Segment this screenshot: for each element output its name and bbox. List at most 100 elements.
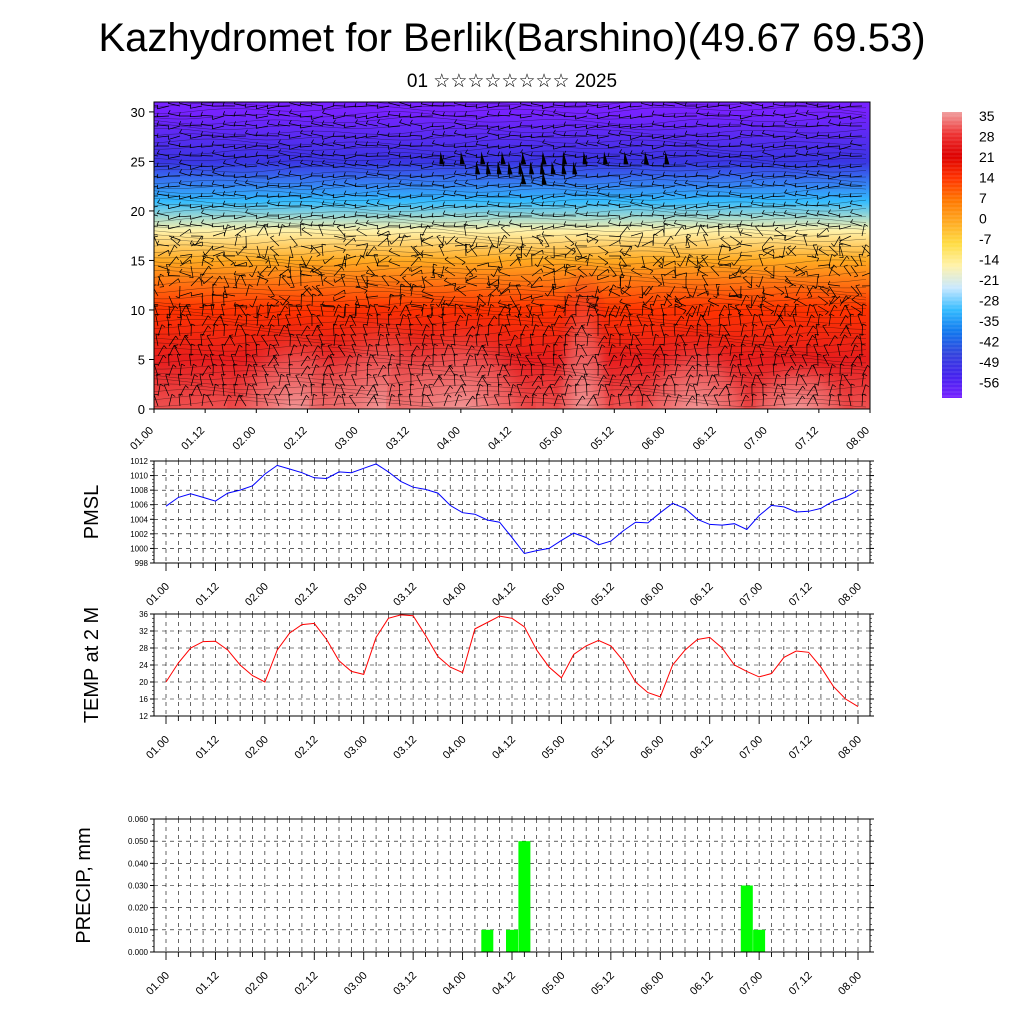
wind-barb <box>355 222 368 227</box>
wind-barb-feather <box>839 383 844 386</box>
wind-barb <box>234 234 238 247</box>
wind-barb-feather <box>469 275 474 278</box>
wind-barb <box>498 364 504 377</box>
wind-barb <box>542 125 555 130</box>
wind-barb-feather <box>265 280 269 284</box>
panel-frame <box>153 613 871 717</box>
wind-barb <box>586 301 599 307</box>
wind-barb-feather <box>653 233 658 236</box>
wind-barb-feather <box>442 190 446 195</box>
wind-barb-feather <box>714 385 718 390</box>
wind-barb-feather <box>454 129 457 134</box>
wind-barb <box>553 285 566 290</box>
wind-barb-feather <box>734 354 738 358</box>
wind-barb <box>563 115 577 118</box>
chart-title: Kazhydromet for Berlik(Barshino)(49.67 6… <box>98 16 926 60</box>
wind-barb <box>453 334 456 347</box>
y-tick-label: 30 <box>131 105 145 120</box>
wind-barb-feather <box>849 173 852 178</box>
wind-barb <box>156 124 170 127</box>
wind-barb <box>815 324 819 337</box>
wind-barb-feather <box>388 258 392 262</box>
wind-barb <box>410 122 423 127</box>
wind-barb <box>740 175 753 180</box>
wind-barb-feather <box>189 353 194 356</box>
wind-barb <box>674 214 687 217</box>
wind-barb-feather <box>244 120 248 125</box>
wind-barb <box>179 183 192 187</box>
wind-barb <box>773 103 786 107</box>
wind-barb-feather <box>664 333 669 336</box>
wind-barb-feather <box>200 192 203 197</box>
wind-barb-feather <box>332 180 336 185</box>
wind-barb-feather <box>684 102 687 107</box>
wind-barb-feather <box>497 267 501 271</box>
wind-barb-feather <box>721 244 726 247</box>
wind-barb-feather <box>856 335 861 340</box>
wind-barb <box>487 304 492 317</box>
wind-barb-feather <box>838 213 841 218</box>
wind-barb <box>377 105 390 109</box>
wind-barb <box>377 185 390 190</box>
y-tick-label: 12 <box>139 712 148 721</box>
wind-barb <box>355 122 368 127</box>
colorbar-label: 35 <box>979 108 995 124</box>
wind-barb <box>553 364 559 377</box>
wind-barb <box>636 355 643 367</box>
x-tick-label: 01.12 <box>194 734 222 762</box>
wind-barb <box>817 145 830 150</box>
wind-barb-feather <box>612 284 617 288</box>
wind-barb <box>278 173 291 177</box>
wind-barb-feather <box>706 192 709 197</box>
wind-barb-feather <box>619 149 623 153</box>
wind-barb <box>762 305 774 312</box>
wind-barb <box>398 135 412 138</box>
wind-barb <box>693 344 698 357</box>
wind-barb <box>476 144 489 147</box>
wind-barb-feather <box>387 150 391 155</box>
wind-barb-feather <box>585 223 588 228</box>
wind-barb <box>575 245 583 257</box>
wind-barb <box>443 134 456 137</box>
wind-barb-feather <box>299 270 303 275</box>
wind-barb-feather <box>629 103 632 108</box>
wind-barb <box>454 182 467 187</box>
wind-barb-feather <box>288 134 291 139</box>
wind-barb <box>181 255 192 265</box>
wind-barb <box>168 143 181 147</box>
wind-barb-feather <box>750 171 753 176</box>
wind-barb <box>497 195 511 197</box>
wind-barb-feather <box>398 141 401 146</box>
wind-barb-feather <box>795 303 800 306</box>
wind-barb-feather <box>324 393 328 397</box>
y-tick-label: 1000 <box>130 544 148 553</box>
wind-barb <box>256 275 269 281</box>
wind-barb <box>312 265 324 273</box>
wind-barb <box>289 145 302 150</box>
wind-barb-feather <box>497 151 500 156</box>
wind-barb <box>814 334 819 347</box>
wind-barb <box>157 213 170 217</box>
wind-barb-feather <box>420 154 423 159</box>
wind-barb <box>366 115 379 120</box>
wind-barb-feather <box>687 236 691 240</box>
wind-barb <box>553 315 560 327</box>
wind-barb-feather <box>486 143 489 148</box>
wind-barb-feather <box>785 251 789 256</box>
wind-barb <box>619 274 622 287</box>
wind-barb-feather <box>321 150 325 155</box>
x-tick-label: 08.00 <box>844 425 872 453</box>
wind-barb-feather <box>504 234 508 239</box>
wind-barb <box>179 172 192 177</box>
wind-barb-feather <box>184 334 189 337</box>
wind-barb <box>365 104 379 107</box>
wind-barb-feather <box>772 143 775 148</box>
wind-barb <box>167 323 170 337</box>
wind-barb <box>333 165 346 169</box>
wind-barb-feather <box>400 283 405 286</box>
wind-barb <box>498 302 511 307</box>
wind-barb-feather <box>563 150 567 155</box>
wind-barb <box>432 163 445 167</box>
wind-barb-feather <box>613 354 618 359</box>
